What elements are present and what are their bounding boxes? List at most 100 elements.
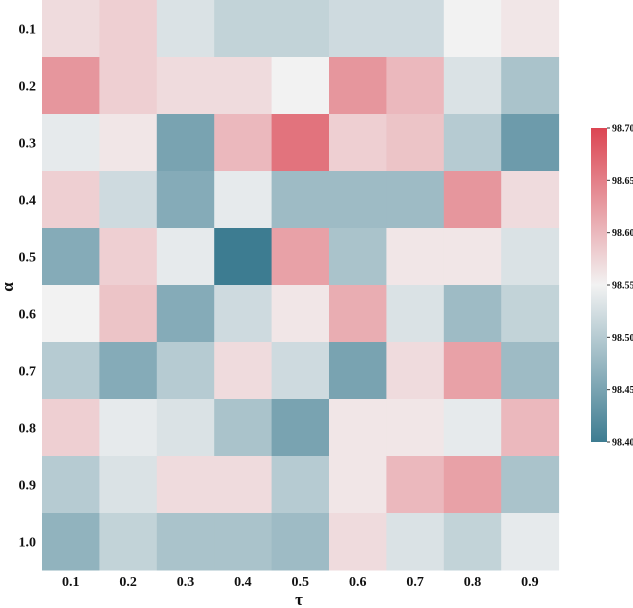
heatmap-cell [42,114,100,172]
heatmap-cell [386,114,445,172]
colorbar [591,128,607,442]
heatmap-cell [329,342,387,400]
heatmap-cell [99,57,158,115]
heatmap-cell [42,285,100,343]
heatmap-cell [214,0,273,58]
heatmap-cell [329,0,387,58]
heatmap-cell [443,171,502,229]
heatmap-cell [329,285,387,343]
x-tick-label: 0.9 [521,575,539,590]
heatmap-cell [386,171,445,229]
y-tick-label: 0.5 [19,251,37,266]
heatmap-cell [443,456,502,514]
heatmap-cell [501,456,560,514]
heatmap-cell [42,0,100,58]
heatmap-cell [386,513,445,571]
x-tick-label: 0.4 [234,575,252,590]
heatmap-cell [156,342,215,400]
heatmap-cell [271,342,330,400]
heatmap-cell [271,0,330,58]
heatmap-cell [386,57,445,115]
heatmap-cell [386,228,445,286]
heatmap-cell [443,285,502,343]
heatmap-cell [501,399,560,457]
heatmap-cell [271,171,330,229]
y-tick-label: 0.9 [19,479,37,494]
heatmap-cell [156,171,215,229]
x-tick-labels: 0.1 0.2 0.3 0.4 0.5 0.6 0.7 0.8 0.9 [62,575,539,590]
heatmap-cell [443,114,502,172]
heatmap-cell [271,513,330,571]
heatmap-cell [42,513,100,571]
heatmap-cell [99,228,158,286]
heatmap-cell [386,285,445,343]
colorbar-tick-label: 98.60 [612,228,633,239]
heatmap-cell [42,342,100,400]
heatmap-cell [99,171,158,229]
heatmap-cell [214,57,273,115]
x-tick-label: 0.6 [349,575,367,590]
heatmap-cell [271,456,330,514]
heatmap-cell [443,399,502,457]
heatmap-cell [156,57,215,115]
heatmap-cell [99,399,158,457]
heatmap-cell [501,285,560,343]
heatmap-cell [501,513,560,571]
heatmap-cell [99,114,158,172]
heatmap-cell [271,399,330,457]
heatmap-cell [329,171,387,229]
heatmap-cell [329,456,387,514]
y-tick-label: 0.6 [19,308,37,323]
heatmap-cell [443,0,502,58]
x-tick-label: 0.8 [464,575,482,590]
heatmap-cell [156,0,215,58]
heatmap-cell [386,342,445,400]
heatmap-cell [42,399,100,457]
heatmap-cell [214,342,273,400]
heatmap-cell [329,57,387,115]
x-axis-label: τ [295,590,303,608]
heatmap-cell [329,228,387,286]
colorbar-tick-label: 98.55 [612,281,633,292]
y-tick-labels: 0.1 0.2 0.3 0.4 0.5 0.6 0.7 0.8 0.9 1.0 [19,23,37,551]
colorbar-tick-label: 98.50 [612,333,633,344]
x-tick-label: 0.3 [177,575,195,590]
heatmap-cell [42,57,100,115]
colorbar-tick-label: 98.70 [612,124,633,135]
x-tick-label: 0.2 [119,575,137,590]
y-tick-label: 1.0 [19,536,37,551]
heatmap-cell [156,285,215,343]
heatmap-cell [214,171,273,229]
heatmap-cell [156,456,215,514]
x-tick-label: 0.1 [62,575,80,590]
heatmap-cell [501,0,560,58]
heatmap-cell [42,171,100,229]
colorbar-tick-label: 98.40 [612,438,633,449]
heatmap-cell [386,0,445,58]
colorbar-tick-label: 98.45 [612,385,633,396]
x-tick-label: 0.7 [406,575,424,590]
heatmap-cell [214,399,273,457]
heatmap-cell [214,228,273,286]
heatmap-cell [156,114,215,172]
y-tick-label: 0.8 [19,422,37,437]
y-tick-label: 0.7 [19,365,37,380]
heatmap-cell [329,399,387,457]
heatmap-cell [42,228,100,286]
heatmap-cell [99,285,158,343]
heatmap-cell [329,513,387,571]
heatmap-cell [501,228,560,286]
heatmap-cell [443,228,502,286]
heatmap-cell [271,57,330,115]
heatmap-cell [156,399,215,457]
heatmap-cell [386,456,445,514]
colorbar-tick-label: 98.65 [612,176,633,187]
heatmap-cell [271,285,330,343]
heatmap-cell [501,57,560,115]
heatmap-cell [99,456,158,514]
heatmap-cell [156,513,215,571]
heatmap-cell [501,114,560,172]
heatmap-cell [214,456,273,514]
heatmap-cell [386,399,445,457]
